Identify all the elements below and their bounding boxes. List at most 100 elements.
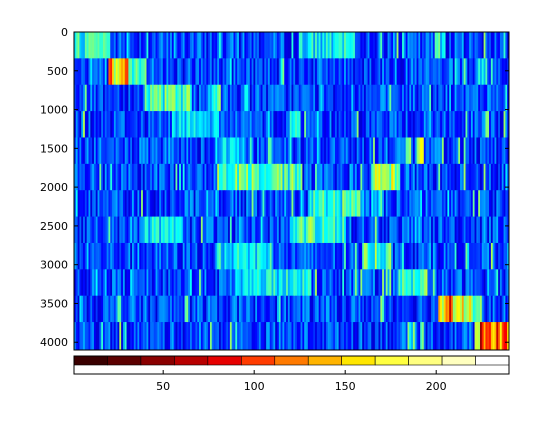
heatmap-cell	[190, 111, 193, 138]
heatmap-cell	[121, 32, 124, 59]
heatmap-cell	[197, 216, 200, 244]
heatmap-cell	[489, 190, 492, 217]
heatmap-cell	[440, 32, 443, 59]
heatmap-cell	[226, 269, 229, 297]
heatmap-cell	[345, 137, 349, 165]
heatmap-cell	[398, 58, 401, 86]
heatmap-cell	[197, 84, 200, 112]
heatmap-cell	[97, 322, 100, 351]
heatmap-cell	[108, 295, 111, 323]
heatmap-cell	[364, 295, 367, 323]
heatmap-cell	[423, 137, 426, 165]
heatmap-cell	[451, 190, 454, 217]
x-tick-label: 100	[244, 380, 265, 393]
heatmap-cell	[168, 242, 171, 270]
heatmap-cell	[83, 295, 86, 323]
heatmap-cell	[124, 84, 127, 112]
heatmap-cell	[443, 163, 446, 191]
heatmap-cell	[358, 216, 361, 244]
heatmap-cell	[88, 137, 91, 165]
heatmap-cell	[106, 58, 109, 86]
heatmap-cell	[287, 111, 291, 138]
heatmap-cell	[313, 32, 316, 59]
heatmap-cell	[93, 84, 97, 112]
heatmap-cell	[296, 32, 300, 59]
heatmap-cell	[336, 269, 339, 297]
heatmap-cell	[99, 269, 102, 297]
heatmap-cell	[322, 216, 325, 244]
heatmap-cell	[496, 84, 499, 112]
heatmap-cell	[331, 269, 334, 297]
heatmap-cell	[451, 111, 454, 138]
heatmap-cell	[403, 84, 407, 112]
heatmap-cell	[113, 322, 117, 351]
heatmap-cell	[117, 269, 120, 297]
heatmap-cell	[354, 295, 358, 323]
heatmap-cell	[365, 32, 368, 59]
heatmap-cell	[146, 111, 149, 138]
heatmap-cell	[211, 295, 214, 323]
heatmap-cell	[286, 242, 289, 270]
heatmap-cell	[231, 163, 234, 191]
heatmap-cell	[443, 322, 446, 351]
heatmap-cell	[75, 32, 78, 59]
heatmap-cell	[184, 84, 187, 112]
heatmap-cell	[224, 137, 227, 165]
heatmap-cell	[367, 190, 370, 217]
heatmap-cell	[103, 137, 106, 165]
heatmap-cell	[463, 295, 466, 323]
heatmap-cell	[371, 111, 374, 138]
heatmap-cell	[389, 190, 392, 217]
heatmap-cell	[271, 111, 274, 138]
heatmap-cell	[478, 137, 481, 165]
heatmap-cell	[333, 216, 336, 244]
heatmap-cell	[469, 111, 472, 138]
heatmap-cell	[422, 190, 425, 217]
heatmap-cell	[425, 242, 428, 270]
heatmap-cell	[206, 58, 209, 86]
heatmap-cell	[113, 111, 117, 138]
heatmap-cell	[389, 111, 392, 138]
heatmap-cell	[206, 269, 209, 297]
heatmap-cell	[441, 137, 445, 165]
heatmap-cell	[434, 163, 437, 191]
heatmap-cell	[318, 216, 321, 244]
heatmap-cell	[304, 163, 307, 191]
heatmap-cell	[151, 111, 155, 138]
heatmap-cell	[130, 137, 133, 165]
heatmap-cell	[159, 137, 162, 165]
heatmap-cell	[170, 58, 173, 86]
heatmap-cell	[507, 137, 510, 165]
heatmap-cell	[215, 111, 218, 138]
heatmap-cell	[282, 137, 285, 165]
heatmap-cell	[443, 32, 446, 59]
heatmap-cell	[284, 111, 287, 138]
heatmap-cell	[228, 58, 231, 86]
heatmap-cell	[277, 190, 280, 217]
heatmap-cell	[177, 137, 180, 165]
heatmap-cell	[445, 137, 448, 165]
heatmap-cell	[104, 242, 107, 270]
heatmap-cell	[260, 163, 263, 191]
heatmap-cell	[150, 58, 153, 86]
heatmap-cell	[231, 216, 234, 244]
heatmap-cell	[150, 163, 153, 191]
heatmap-cell	[394, 58, 397, 86]
heatmap-cell	[159, 111, 162, 138]
heatmap-cell	[231, 295, 234, 323]
heatmap-cell	[414, 216, 417, 244]
heatmap-cell	[101, 137, 104, 165]
heatmap-cell	[153, 58, 156, 86]
heatmap-cell	[351, 190, 354, 217]
heatmap-cell	[364, 84, 367, 112]
heatmap-cell	[195, 295, 198, 323]
heatmap-cell	[249, 190, 252, 217]
heatmap-cell	[351, 137, 354, 165]
heatmap-cell	[371, 84, 374, 112]
heatmap-cell	[220, 163, 223, 191]
heatmap-cell	[231, 58, 234, 86]
heatmap-cell	[409, 111, 412, 138]
colorbar-swatch	[174, 355, 209, 366]
heatmap-cell	[153, 269, 156, 297]
